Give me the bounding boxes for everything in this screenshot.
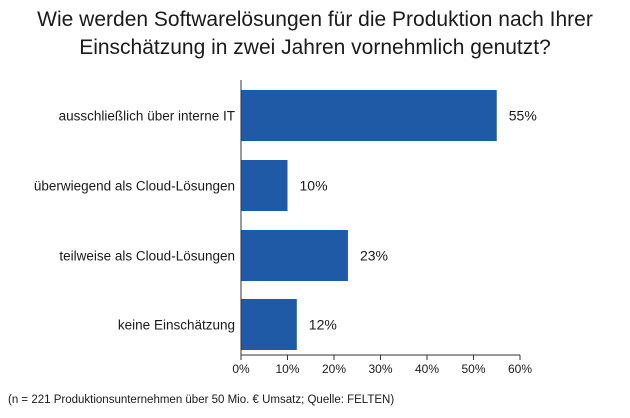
chart-title-line-2: Einschätzung in zwei Jahren vornehmlich … [79, 36, 551, 59]
data-label: 23% [360, 248, 388, 264]
x-tick-label: 50% [461, 362, 485, 376]
data-label: 10% [300, 178, 328, 194]
category-label: überwiegend als Cloud-Lösungen [34, 179, 235, 194]
x-tick-label: 60% [508, 362, 532, 376]
bar [241, 160, 288, 211]
category-label: teilweise als Cloud-Lösungen [59, 249, 235, 264]
source-footnote: (n = 221 Produktionsunternehmen über 50 … [8, 394, 395, 406]
x-tick-label: 40% [415, 362, 439, 376]
x-tick-label: 10% [275, 362, 299, 376]
category-label: ausschließlich über interne IT [59, 109, 235, 124]
x-tick-label: 20% [322, 362, 346, 376]
data-label: 55% [509, 108, 537, 124]
chart-title-line-1: Wie werden Softwarelösungen für die Prod… [37, 8, 593, 31]
x-tick-label: 30% [368, 362, 392, 376]
bar [241, 90, 497, 141]
category-label: keine Einschätzung [118, 318, 235, 333]
data-label: 12% [309, 317, 337, 333]
bar [241, 230, 348, 281]
chart-title: Wie werden Softwarelösungen für die Prod… [0, 6, 630, 62]
bar [241, 299, 297, 350]
x-tick-label: 0% [232, 362, 250, 376]
